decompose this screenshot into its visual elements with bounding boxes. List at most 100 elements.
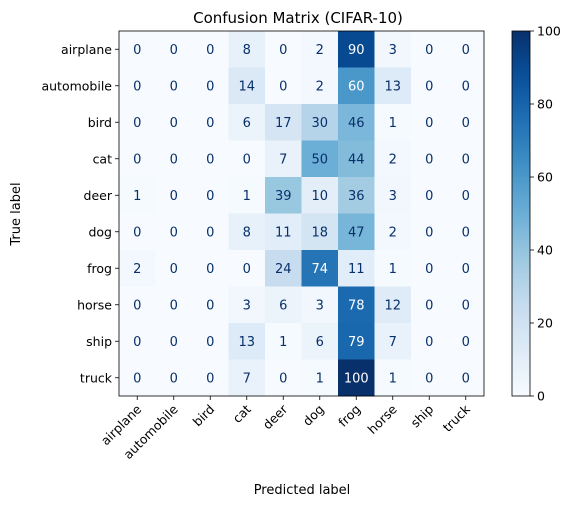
x-tick-label: frog (335, 402, 363, 430)
heatmap-cell (447, 31, 485, 68)
heatmap-cell (411, 323, 448, 360)
cell-value-label: 8 (243, 43, 251, 58)
y-tick-label: horse (77, 297, 112, 312)
cell-value-label: 3 (316, 298, 324, 313)
heatmap-cell (119, 31, 156, 68)
cell-value-label: 0 (206, 189, 214, 204)
cell-value-label: 0 (206, 43, 214, 58)
heatmap-cell (265, 323, 302, 360)
heatmap-cell (374, 31, 412, 68)
cell-value-label: 39 (275, 189, 292, 204)
heatmap-cell (338, 104, 375, 141)
cell-value-label: 100 (344, 371, 369, 386)
cell-value-label: 0 (462, 371, 470, 386)
cell-value-label: 0 (206, 335, 214, 350)
cell-value-label: 47 (348, 225, 365, 240)
heatmap-cell (155, 140, 193, 178)
cell-value-label: 30 (311, 116, 328, 131)
cell-value-label: 3 (243, 298, 251, 313)
cell-value-label: 2 (133, 262, 141, 277)
cell-value-label: 0 (425, 371, 433, 386)
cell-value-label: 0 (425, 43, 433, 58)
cell-value-label: 0 (170, 116, 178, 131)
cell-value-label: 2 (389, 152, 397, 167)
cell-value-label: 2 (316, 79, 324, 94)
heatmap-cell (374, 359, 412, 397)
heatmap-cell (119, 359, 156, 397)
cell-value-label: 0 (206, 116, 214, 131)
heatmap-cell (338, 213, 375, 251)
plot-frame (118, 30, 485, 397)
cell-value-label: 0 (170, 152, 178, 167)
cell-value-label: 6 (316, 335, 324, 350)
y-tick-label: automobile (41, 78, 112, 93)
cell-value-label: 3 (389, 43, 397, 58)
heatmap-cell (119, 250, 156, 287)
heatmap-cell (301, 140, 339, 178)
x-tick-label: cat (230, 401, 254, 425)
heatmap-cell (155, 104, 193, 141)
heatmap-cell (447, 286, 485, 324)
cell-value-label: 0 (170, 189, 178, 204)
heatmap-cell (374, 104, 412, 141)
cell-value-label: 17 (275, 116, 292, 131)
heatmap-cell (119, 104, 156, 141)
cell-value-label: 24 (275, 262, 292, 277)
cell-value-label: 0 (462, 189, 470, 204)
cell-value-label: 0 (170, 371, 178, 386)
cell-value-label: 0 (133, 116, 141, 131)
cell-value-label: 78 (348, 298, 365, 313)
cell-value-label: 2 (316, 43, 324, 58)
heatmap-cell (447, 177, 485, 214)
heatmap-cell (155, 359, 193, 397)
cell-value-label: 8 (243, 225, 251, 240)
heatmap-cell (228, 359, 266, 397)
heatmap-cell (192, 250, 229, 287)
cell-value-label: 0 (243, 262, 251, 277)
cell-value-label: 0 (206, 152, 214, 167)
heatmap-cell (192, 177, 229, 214)
heatmap-cell (228, 250, 266, 287)
heatmap-cell (192, 104, 229, 141)
cell-value-label: 0 (206, 79, 214, 94)
heatmap-cell (192, 31, 229, 68)
cell-value-label: 0 (133, 298, 141, 313)
heatmap-cell (447, 67, 485, 105)
cell-value-label: 0 (133, 152, 141, 167)
heatmap-cell (228, 104, 266, 141)
heatmap-cell (338, 67, 375, 105)
heatmap-cell (301, 359, 339, 397)
y-tick-label: dog (88, 224, 112, 239)
cell-value-label: 6 (243, 116, 251, 131)
y-tick-label: ship (86, 334, 112, 349)
cell-value-label: 0 (462, 335, 470, 350)
heatmap-cell (155, 177, 193, 214)
cell-value-label: 0 (170, 43, 178, 58)
colorbar-tick-label: 20 (537, 316, 553, 331)
cell-value-label: 1 (389, 262, 397, 277)
cell-value-label: 0 (279, 43, 287, 58)
y-tick-label: cat (93, 151, 113, 166)
x-tick-label: dog (300, 402, 327, 429)
heatmap-cell (265, 177, 302, 214)
cell-value-label: 0 (170, 79, 178, 94)
cell-value-label: 0 (462, 152, 470, 167)
heatmap-cell (228, 31, 266, 68)
heatmap-cell (411, 250, 448, 287)
cell-value-label: 1 (133, 189, 141, 204)
cell-value-label: 7 (389, 335, 397, 350)
cell-value-label: 0 (206, 371, 214, 386)
chart-title: Confusion Matrix (CIFAR-10) (193, 9, 403, 27)
cell-value-label: 1 (316, 371, 324, 386)
cell-value-label: 1 (279, 335, 287, 350)
y-axis-label: True label (9, 182, 24, 246)
cell-value-label: 0 (170, 335, 178, 350)
cell-value-label: 0 (462, 43, 470, 58)
heatmap-cell (265, 104, 302, 141)
heatmap-cell (192, 359, 229, 397)
heatmap-cell (374, 213, 412, 251)
heatmap-cell (265, 67, 302, 105)
heatmap-cell (228, 213, 266, 251)
heatmap-cell (338, 31, 375, 68)
